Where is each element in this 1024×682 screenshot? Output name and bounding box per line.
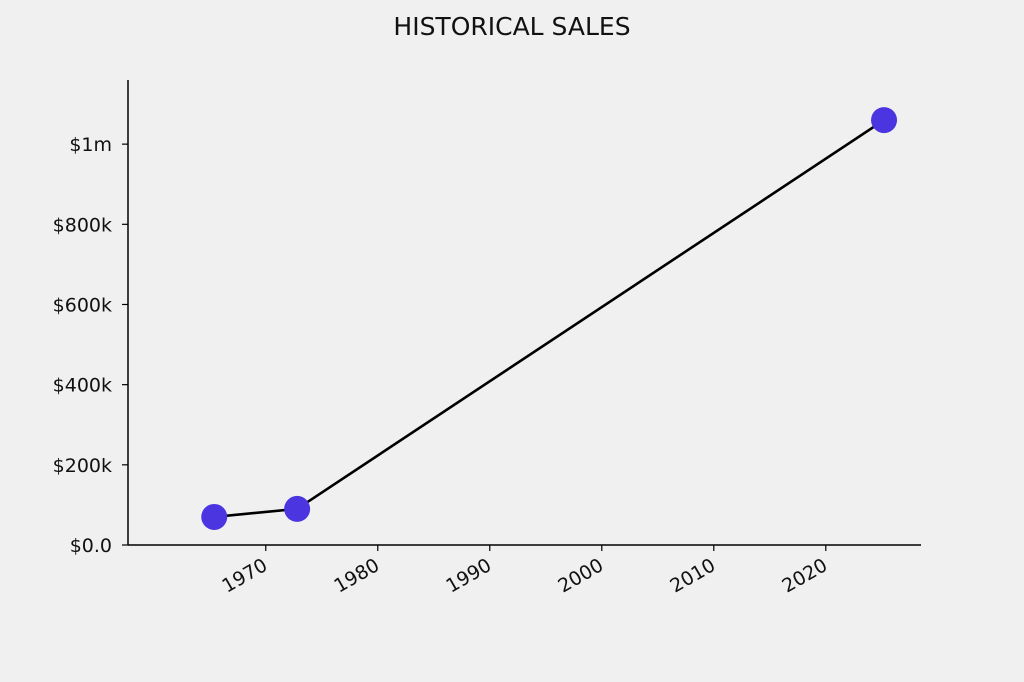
x-tick-label: 1980 xyxy=(330,554,383,597)
y-tick-label: $0.0 xyxy=(70,535,112,557)
x-tick-label: 2020 xyxy=(778,554,831,597)
x-tick-label: 2010 xyxy=(666,554,719,597)
x-tick-label: 1990 xyxy=(442,554,495,597)
data-point xyxy=(871,107,898,134)
series-line xyxy=(214,119,885,519)
x-tick-label: 1970 xyxy=(218,554,271,597)
y-tick-label: $400k xyxy=(53,375,112,397)
y-tick-label: $600k xyxy=(53,294,112,316)
y-tick-label: $800k xyxy=(53,214,112,236)
data-point xyxy=(284,495,311,522)
axes: $0.0 $200k $400k $600k $800k $1m 1970 1980 1990 2… xyxy=(53,80,921,598)
y-tick-label: $200k xyxy=(53,455,112,477)
data-point xyxy=(201,503,228,530)
chart-title: HISTORICAL SALES xyxy=(393,12,630,41)
series-layer xyxy=(201,107,898,530)
x-tick-label: 2000 xyxy=(554,554,607,597)
y-tick-label: $1m xyxy=(69,134,112,156)
